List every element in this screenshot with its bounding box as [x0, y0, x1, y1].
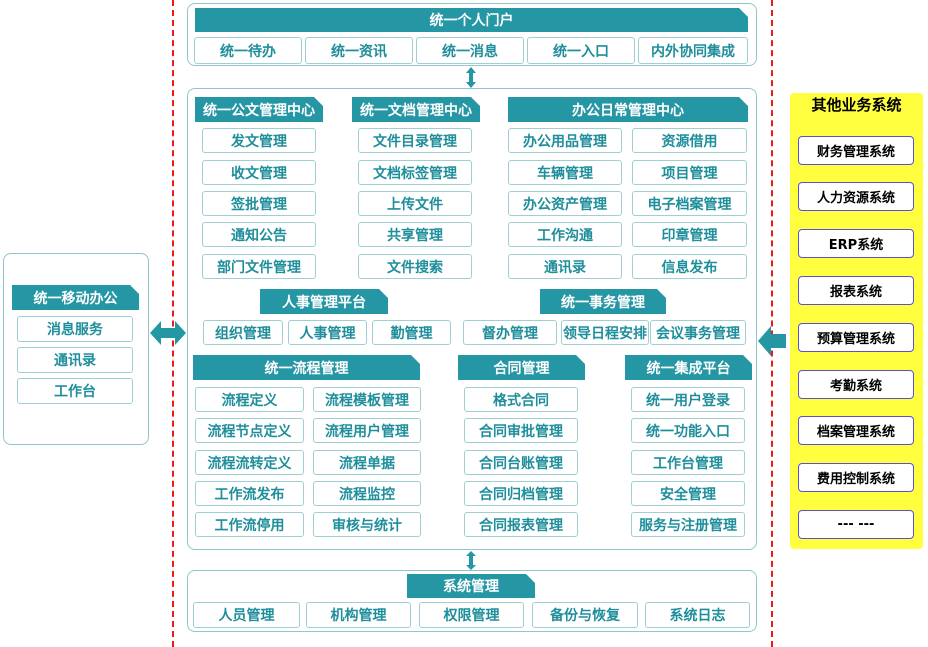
file-center-item[interactable]: 文件目录管理 [358, 128, 472, 153]
portal-item[interactable]: 统一资讯 [305, 37, 413, 64]
system-title: 系统管理 [407, 574, 535, 598]
other-system-item[interactable]: 预算管理系统 [798, 323, 914, 352]
other-system-item[interactable]: --- --- [798, 510, 914, 539]
contract-item[interactable]: 合同报表管理 [464, 512, 578, 537]
doc-center-title: 统一公文管理中心 [195, 97, 323, 122]
doc-center-item[interactable]: 部门文件管理 [202, 254, 316, 279]
office-center-item[interactable]: 印章管理 [632, 222, 747, 247]
office-center-item[interactable]: 工作沟通 [508, 222, 622, 247]
other-system-item[interactable]: 人力资源系统 [798, 182, 914, 211]
office-center-item[interactable]: 车辆管理 [508, 160, 622, 185]
boundary-line-right [771, 0, 773, 647]
other-system-item[interactable]: 档案管理系统 [798, 416, 914, 445]
boundary-line-left [172, 0, 174, 647]
file-center-item[interactable]: 上传文件 [358, 191, 472, 216]
contract-item[interactable]: 合同台账管理 [464, 450, 578, 475]
workflow-title: 统一流程管理 [193, 355, 420, 380]
doc-center-item[interactable]: 收文管理 [202, 160, 316, 185]
office-center-item[interactable]: 电子档案管理 [632, 191, 747, 216]
affairs-item[interactable]: 会议事务管理 [650, 320, 746, 345]
doc-center-item[interactable]: 签批管理 [202, 191, 316, 216]
integration-item[interactable]: 工作台管理 [631, 450, 745, 475]
integration-item[interactable]: 安全管理 [631, 481, 745, 506]
double-arrow-vertical-top-icon [466, 67, 476, 88]
office-center-item[interactable]: 资源借用 [632, 128, 747, 153]
system-item[interactable]: 系统日志 [645, 602, 750, 628]
affairs-item[interactable]: 督办管理 [463, 320, 557, 345]
other-systems-title: 其他业务系统 [811, 96, 902, 114]
integration-item[interactable]: 统一用户登录 [631, 387, 745, 412]
hr-item[interactable]: 勤管理 [372, 320, 451, 345]
contract-item[interactable]: 合同归档管理 [464, 481, 578, 506]
office-center-item[interactable]: 项目管理 [632, 160, 747, 185]
affairs-title: 统一事务管理 [540, 289, 666, 314]
mobile-item[interactable]: 通讯录 [17, 347, 133, 373]
double-arrow-vertical-bottom-icon [466, 551, 476, 570]
hr-item[interactable]: 人事管理 [288, 320, 367, 345]
workflow-item[interactable]: 工作流停用 [195, 512, 304, 537]
system-item[interactable]: 人员管理 [193, 602, 300, 628]
workflow-item[interactable]: 流程用户管理 [313, 418, 421, 443]
system-item[interactable]: 备份与恢复 [532, 602, 638, 628]
double-arrow-horizontal-icon [150, 321, 186, 345]
office-center-item[interactable]: 信息发布 [632, 254, 747, 279]
other-system-item[interactable]: 财务管理系统 [798, 136, 914, 165]
hr-platform-title: 人事管理平台 [260, 289, 388, 314]
workflow-item[interactable]: 审核与统计 [313, 512, 421, 537]
system-item[interactable]: 机构管理 [306, 602, 411, 628]
workflow-item[interactable]: 流程单据 [313, 450, 421, 475]
portal-item[interactable]: 统一待办 [194, 37, 302, 64]
contract-item[interactable]: 合同审批管理 [464, 418, 578, 443]
arrow-left-icon [758, 326, 786, 356]
workflow-item[interactable]: 工作流发布 [195, 481, 304, 506]
hr-item[interactable]: 组织管理 [203, 320, 283, 345]
office-center-title: 办公日常管理中心 [508, 97, 748, 122]
file-center-item[interactable]: 文档标签管理 [358, 160, 472, 185]
other-system-item[interactable]: 费用控制系统 [798, 463, 914, 492]
integration-item[interactable]: 服务与注册管理 [631, 512, 745, 537]
integration-title: 统一集成平台 [625, 355, 752, 380]
contract-title: 合同管理 [458, 355, 585, 380]
doc-center-item[interactable]: 通知公告 [202, 222, 316, 247]
portal-item[interactable]: 内外协同集成 [638, 37, 748, 64]
file-center-item[interactable]: 文件搜索 [358, 254, 472, 279]
other-system-item[interactable]: 报表系统 [798, 276, 914, 305]
office-center-item[interactable]: 通讯录 [508, 254, 622, 279]
portal-item[interactable]: 统一入口 [527, 37, 635, 64]
mobile-item[interactable]: 消息服务 [17, 316, 133, 342]
portal-item[interactable]: 统一消息 [416, 37, 524, 64]
office-center-item[interactable]: 办公用品管理 [508, 128, 622, 153]
contract-item[interactable]: 格式合同 [464, 387, 578, 412]
mobile-title: 统一移动办公 [12, 285, 139, 310]
other-system-item[interactable]: 考勤系统 [798, 370, 914, 399]
workflow-item[interactable]: 流程模板管理 [313, 387, 421, 412]
mobile-item[interactable]: 工作台 [17, 378, 133, 404]
workflow-item[interactable]: 流程监控 [313, 481, 421, 506]
other-system-item[interactable]: ERP系统 [798, 229, 914, 258]
affairs-item[interactable]: 领导日程安排 [561, 320, 649, 345]
doc-center-item[interactable]: 发文管理 [202, 128, 316, 153]
system-item[interactable]: 权限管理 [419, 602, 524, 628]
file-center-item[interactable]: 共享管理 [358, 222, 472, 247]
workflow-item[interactable]: 流程定义 [195, 387, 304, 412]
integration-item[interactable]: 统一功能入口 [631, 418, 745, 443]
portal-title: 统一个人门户 [195, 8, 748, 32]
office-center-item[interactable]: 办公资产管理 [508, 191, 622, 216]
workflow-item[interactable]: 流程节点定义 [195, 418, 304, 443]
file-center-title: 统一文档管理中心 [352, 97, 480, 122]
workflow-item[interactable]: 流程流转定义 [195, 450, 304, 475]
